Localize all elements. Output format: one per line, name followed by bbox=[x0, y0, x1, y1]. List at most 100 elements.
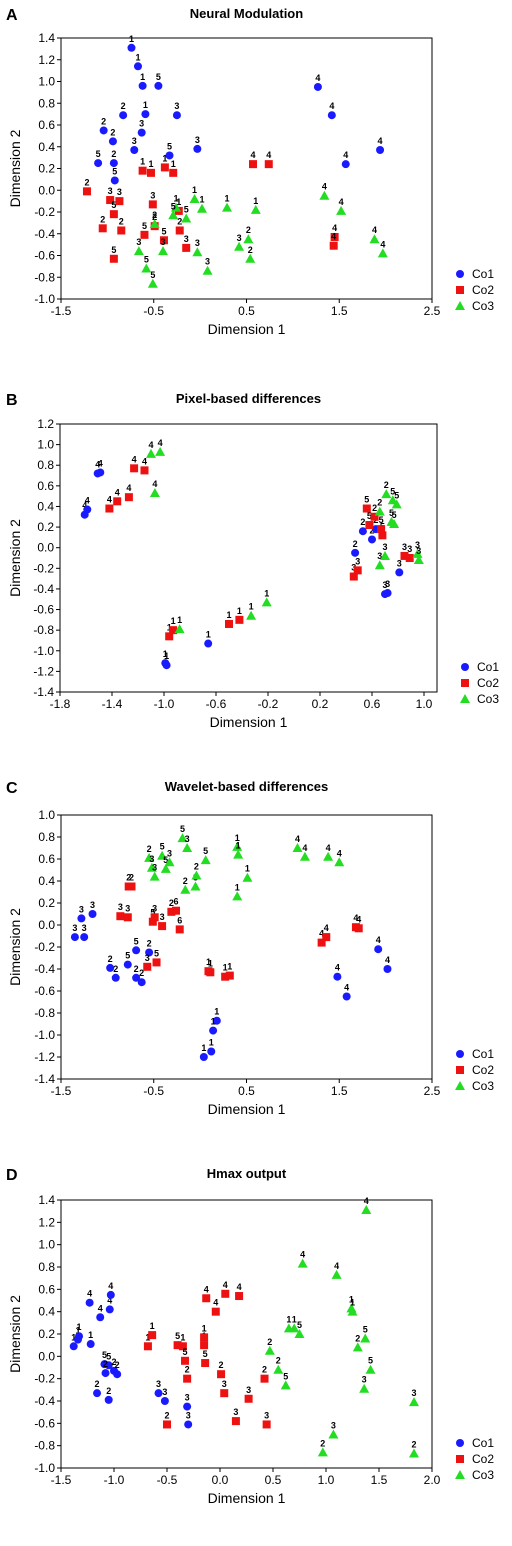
x-axis-label: Dimension 1 bbox=[208, 321, 286, 337]
data-label: 3 bbox=[195, 135, 200, 145]
data-point bbox=[377, 248, 388, 258]
data-label: 4 bbox=[98, 1303, 103, 1313]
data-label: 5 bbox=[150, 908, 155, 918]
data-point bbox=[377, 525, 386, 534]
y-tick-label: -1.0 bbox=[34, 1028, 55, 1042]
data-label: 5 bbox=[171, 201, 176, 211]
data-point bbox=[222, 202, 233, 212]
data-point bbox=[206, 968, 215, 977]
data-point bbox=[217, 1370, 226, 1379]
legend-marker bbox=[456, 1439, 464, 1447]
data-label: 5 bbox=[163, 855, 168, 865]
x-tick-label: 1.0 bbox=[318, 1473, 335, 1487]
y-tick-label: 0.8 bbox=[38, 96, 55, 110]
data-point bbox=[160, 1397, 169, 1405]
data-label: 2 bbox=[103, 1359, 108, 1369]
data-point bbox=[158, 246, 169, 256]
data-label: 2 bbox=[152, 210, 157, 220]
y-tick-label: 1.2 bbox=[38, 1215, 55, 1229]
legend: Co1 Co2 Co3 bbox=[455, 1047, 494, 1093]
data-label: 5 bbox=[183, 1347, 188, 1357]
data-point bbox=[374, 506, 385, 516]
data-point bbox=[82, 187, 91, 196]
data-label: 2 bbox=[111, 1357, 116, 1367]
legend-marker bbox=[456, 270, 464, 278]
y-tick-label: -0.2 bbox=[33, 561, 54, 575]
data-point bbox=[381, 489, 392, 499]
data-point bbox=[408, 1397, 419, 1407]
data-point bbox=[408, 1448, 419, 1458]
y-tick-label: 1.0 bbox=[38, 808, 55, 822]
data-label: 3 bbox=[139, 119, 144, 129]
data-label: 2 bbox=[115, 1360, 120, 1370]
legend-entry: Co1 bbox=[472, 1047, 494, 1061]
y-tick-label: -0.2 bbox=[34, 205, 55, 219]
data-label: 3 bbox=[149, 854, 154, 864]
x-tick-label: 0.6 bbox=[364, 697, 381, 711]
data-label: 2 bbox=[276, 1356, 281, 1366]
data-point bbox=[349, 572, 358, 581]
y-tick-label: -1.4 bbox=[33, 685, 54, 699]
data-label: 3 bbox=[402, 542, 407, 552]
data-label: 4 bbox=[380, 239, 385, 249]
data-label: 4 bbox=[339, 197, 344, 207]
data-point bbox=[317, 938, 326, 947]
y-tick-label: 1.4 bbox=[38, 31, 55, 45]
data-point bbox=[323, 851, 334, 861]
data-point bbox=[157, 850, 168, 860]
data-point bbox=[232, 891, 243, 901]
data-label: 3 bbox=[108, 186, 113, 196]
y-tick-label: -1.0 bbox=[34, 292, 55, 306]
data-label: 1 bbox=[235, 833, 240, 843]
data-label: 4 bbox=[266, 150, 271, 160]
data-label: 5 bbox=[167, 141, 172, 151]
data-point bbox=[342, 992, 351, 1001]
data-label: 2 bbox=[95, 1379, 100, 1389]
data-label: 2 bbox=[177, 216, 182, 226]
data-point bbox=[127, 882, 136, 891]
data-label: 3 bbox=[117, 187, 122, 197]
data-point bbox=[386, 516, 397, 526]
x-tick-label: -1.8 bbox=[50, 697, 71, 711]
data-point bbox=[361, 1205, 372, 1215]
chart-title: Hmax output bbox=[207, 1166, 287, 1181]
data-point bbox=[149, 218, 160, 228]
data-point bbox=[138, 166, 147, 175]
data-point bbox=[359, 1383, 370, 1393]
data-point bbox=[152, 958, 161, 967]
y-tick-label: -0.8 bbox=[34, 270, 55, 284]
plot-frame bbox=[59, 423, 438, 693]
y-tick-label: 0.0 bbox=[38, 918, 55, 932]
y-tick-label: -0.2 bbox=[34, 1372, 55, 1386]
data-point bbox=[80, 933, 89, 942]
data-point bbox=[400, 551, 409, 560]
data-point bbox=[199, 1053, 208, 1061]
data-label: 2 bbox=[246, 225, 251, 235]
data-point bbox=[113, 1370, 122, 1379]
y-tick-label: 0.4 bbox=[38, 1305, 55, 1319]
data-label: 3 bbox=[411, 1388, 416, 1398]
data-label: 3 bbox=[377, 551, 382, 561]
x-tick-label: -1.5 bbox=[51, 1084, 72, 1098]
data-label: 4 bbox=[326, 843, 331, 853]
data-point bbox=[200, 1333, 209, 1342]
x-axis-label: Dimension 1 bbox=[208, 1101, 286, 1117]
data-label: 4 bbox=[353, 913, 358, 923]
data-label: 4 bbox=[343, 150, 348, 160]
chart-title: Pixel-based differences bbox=[176, 391, 321, 406]
data-label: 3 bbox=[382, 542, 387, 552]
y-tick-label: 1.0 bbox=[38, 1238, 55, 1252]
data-point bbox=[183, 1402, 192, 1411]
data-point bbox=[155, 446, 166, 456]
data-point bbox=[297, 1258, 308, 1268]
data-label: 3 bbox=[184, 234, 189, 244]
data-label: 4 bbox=[213, 1298, 218, 1308]
legend-marker bbox=[461, 679, 469, 687]
data-label: 3 bbox=[362, 1375, 367, 1385]
data-label: 1 bbox=[180, 1332, 185, 1342]
legend-marker bbox=[456, 1455, 464, 1463]
data-label: 4 bbox=[108, 1281, 113, 1291]
legend-entry: Co3 bbox=[477, 692, 499, 706]
